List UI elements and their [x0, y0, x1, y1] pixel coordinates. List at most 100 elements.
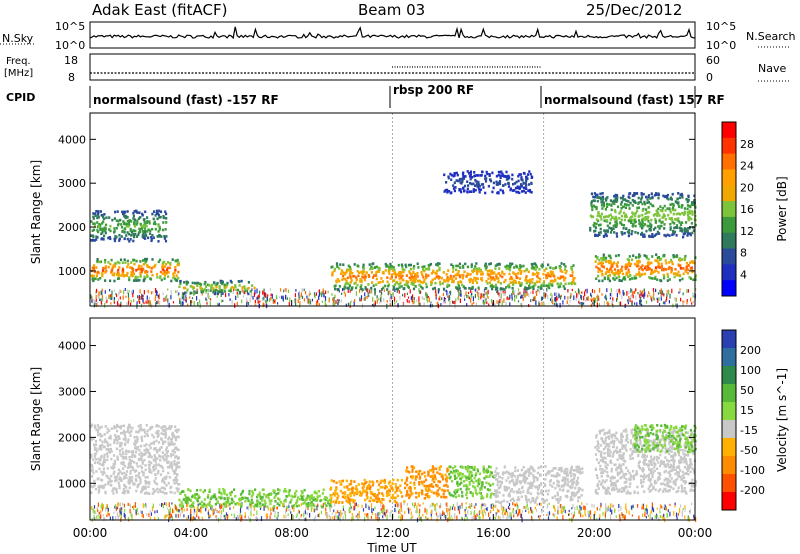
noise-pixel: [587, 510, 589, 515]
noise-pixel: [651, 508, 653, 511]
noise-pixel: [507, 515, 509, 519]
noise-pixel: [514, 503, 517, 507]
echo-cell: [600, 257, 603, 260]
noise-pixel: [308, 293, 310, 297]
echo-cell: [452, 264, 455, 268]
noise-pixel: [176, 507, 178, 513]
echo-cell: [536, 271, 539, 275]
echo-cell: [469, 273, 472, 276]
noise-pixel: [559, 303, 561, 308]
echo-cell: [670, 260, 674, 264]
noise-pixel: [100, 298, 102, 302]
echo-cell: [118, 237, 121, 241]
echo-cell: [360, 279, 363, 282]
echo-cell: [623, 231, 626, 235]
noise-pixel: [306, 295, 308, 299]
echo-cell: [177, 487, 180, 491]
noise-pixel: [130, 512, 132, 517]
noise-pixel: [642, 292, 644, 298]
echo-cell: [274, 494, 277, 498]
echo-cell: [615, 200, 618, 203]
echo-cell: [130, 220, 133, 223]
echo-cell: [92, 458, 95, 461]
noise-pixel: [329, 508, 331, 513]
echo-cell: [480, 183, 484, 186]
noise-pixel: [513, 503, 516, 507]
echo-cell: [96, 424, 99, 427]
echo-cell: [145, 221, 148, 224]
echo-cell: [159, 215, 162, 219]
echo-cell: [212, 290, 215, 294]
noise-pixel: [574, 290, 576, 294]
noise-pixel: [628, 510, 630, 515]
echo-cell: [613, 274, 616, 277]
noise-pixel: [647, 514, 649, 517]
echo-cell: [153, 210, 156, 213]
echo-cell: [375, 277, 378, 281]
noise-pixel: [162, 292, 164, 296]
echo-cell: [381, 280, 384, 283]
echo-cell: [120, 274, 123, 277]
noise-pixel: [477, 291, 479, 297]
noise-pixel: [469, 503, 471, 506]
noise-pixel: [296, 513, 298, 517]
echo-cell: [142, 236, 145, 240]
noise-pixel: [412, 502, 414, 507]
echo-cell: [496, 263, 499, 267]
noise-pixel: [596, 295, 598, 299]
echo-cell: [321, 505, 324, 509]
noise-pixel: [189, 291, 191, 295]
noise-pixel: [478, 515, 480, 520]
echo-cell: [641, 219, 644, 223]
echo-cell: [591, 208, 594, 212]
echo-cell: [670, 217, 673, 221]
noise-pixel: [283, 514, 285, 519]
echo-cell: [502, 191, 505, 195]
echo-cell: [129, 266, 132, 269]
noise-pixel: [692, 295, 694, 298]
echo-cell: [613, 209, 616, 212]
echo-cell: [223, 283, 227, 287]
echo-cell: [265, 495, 268, 499]
echo-cell: [230, 501, 233, 505]
echo-cell: [92, 215, 95, 219]
noise-pixel: [254, 289, 256, 295]
echo-cell: [681, 258, 684, 261]
echo-cell: [515, 275, 518, 278]
echo-cell: [122, 229, 125, 233]
echo-cell: [136, 440, 139, 443]
echo-cell: [681, 211, 684, 215]
noise-pixel: [308, 299, 310, 305]
echo-cell: [524, 181, 527, 185]
echo-cell: [117, 473, 120, 476]
noise-pixel: [602, 511, 604, 516]
echo-cell: [361, 288, 364, 291]
noise-pixel: [451, 515, 453, 518]
noise-pixel: [201, 516, 203, 521]
noise-pixel: [498, 300, 500, 306]
echo-cell: [95, 274, 99, 277]
noise-pixel: [506, 296, 508, 300]
echo-cell: [128, 450, 131, 454]
echo-cell: [123, 227, 126, 230]
noise-pixel: [547, 294, 549, 300]
echo-cell: [116, 458, 119, 461]
noise-pixel: [610, 288, 612, 293]
noise-pixel: [313, 508, 316, 513]
noise-pixel: [215, 515, 217, 519]
noise-pixel: [216, 295, 218, 298]
echo-cell: [469, 278, 472, 281]
echo-cell: [597, 212, 600, 216]
echo-cell: [247, 281, 250, 284]
noise-pixel: [371, 508, 373, 513]
noise-pixel: [328, 298, 330, 303]
echo-cell: [456, 173, 459, 177]
noise-pixel: [154, 297, 156, 302]
echo-cell: [639, 224, 642, 228]
noise-pixel: [217, 511, 219, 514]
echo-cell: [621, 272, 624, 276]
echo-cell: [606, 224, 609, 228]
noise-pixel: [335, 511, 337, 514]
echo-cell: [153, 220, 156, 224]
noise-pixel: [643, 293, 645, 299]
